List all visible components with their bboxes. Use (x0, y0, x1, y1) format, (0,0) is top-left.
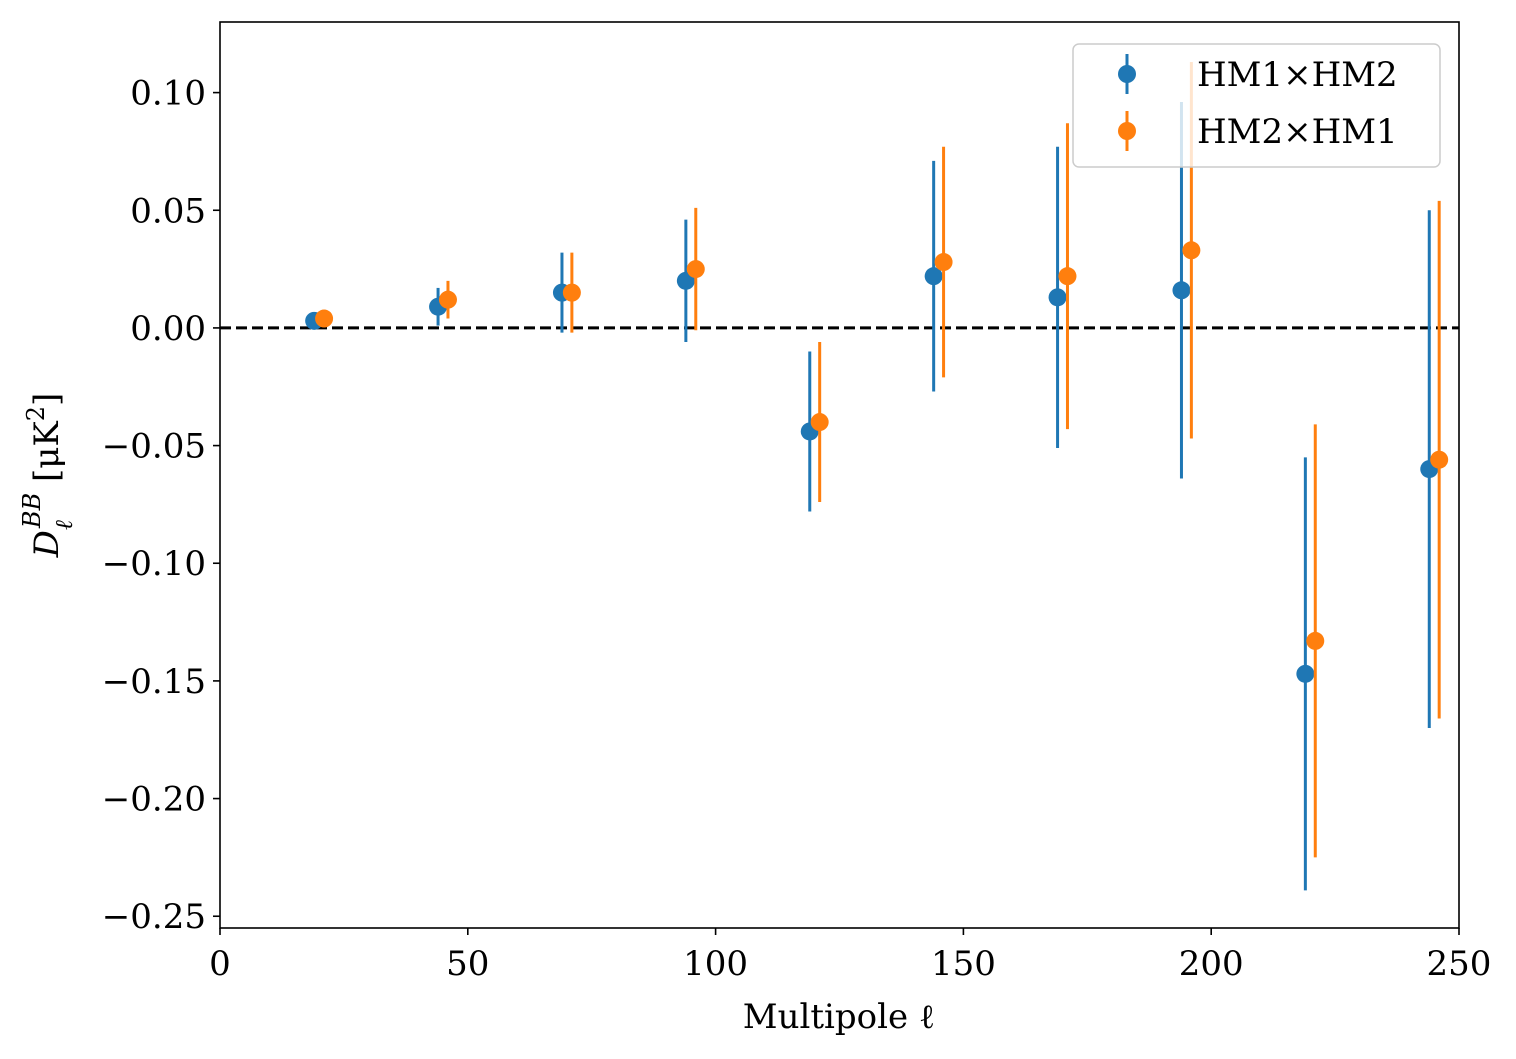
series-1 (305, 102, 1439, 891)
data-point (438, 290, 457, 309)
y-tick-label: 0.00 (130, 309, 206, 349)
data-point (924, 267, 943, 286)
data-point (1296, 664, 1315, 683)
data-point (1430, 450, 1449, 469)
legend-entry-2: HM2×HM1 (1118, 111, 1398, 152)
legend-label: HM2×HM1 (1197, 112, 1398, 152)
data-point (676, 271, 695, 290)
data-point (1306, 631, 1325, 650)
x-tick-label: 50 (446, 944, 489, 984)
data-point (1182, 241, 1201, 260)
y-tick-label: −0.05 (102, 427, 206, 467)
x-tick-label: 200 (1179, 944, 1244, 984)
data-point (934, 253, 953, 272)
x-tick-label: 0 (209, 944, 231, 984)
y-tick-label: 0.05 (130, 191, 206, 231)
data-point (1048, 288, 1067, 307)
y-tick-label: 0.10 (130, 74, 206, 114)
data-point (1058, 267, 1077, 286)
data-point (686, 260, 705, 279)
x-axis-title: Multipole ℓ (743, 997, 935, 1037)
data-point (315, 309, 334, 328)
legend-box (1072, 43, 1441, 168)
data-point (562, 283, 581, 302)
data-point (1172, 281, 1191, 300)
x-tick-label: 150 (931, 944, 996, 984)
x-tick-label: 250 (1427, 944, 1492, 984)
y-tick-label: −0.20 (102, 780, 206, 820)
legend-marker (1118, 122, 1136, 140)
y-tick-label: −0.15 (102, 662, 206, 702)
y-axis-ticks: 0.10 0.05 0.00 −0.05 −0.10 −0.15 −0.20 −0.25 (102, 74, 220, 937)
plot-frame (219, 21, 1460, 929)
series-2 (315, 62, 1449, 858)
legend-entry-1: HM1×HM2 (1118, 54, 1398, 95)
legend: HM1×HM2 HM2×HM1 (1072, 43, 1441, 168)
legend-label: HM1×HM2 (1197, 55, 1398, 95)
x-tick-label: 100 (683, 944, 748, 984)
x-axis-ticks: 0 50 100 150 200 250 (209, 928, 1491, 984)
y-tick-label: −0.10 (102, 544, 206, 584)
y-axis-title: DℓBB [μK2] (18, 393, 78, 559)
legend-marker (1118, 65, 1136, 83)
axes-border (219, 21, 1460, 929)
data-point (810, 413, 829, 432)
y-tick-label: −0.25 (102, 897, 206, 937)
plot-marks (220, 62, 1459, 891)
